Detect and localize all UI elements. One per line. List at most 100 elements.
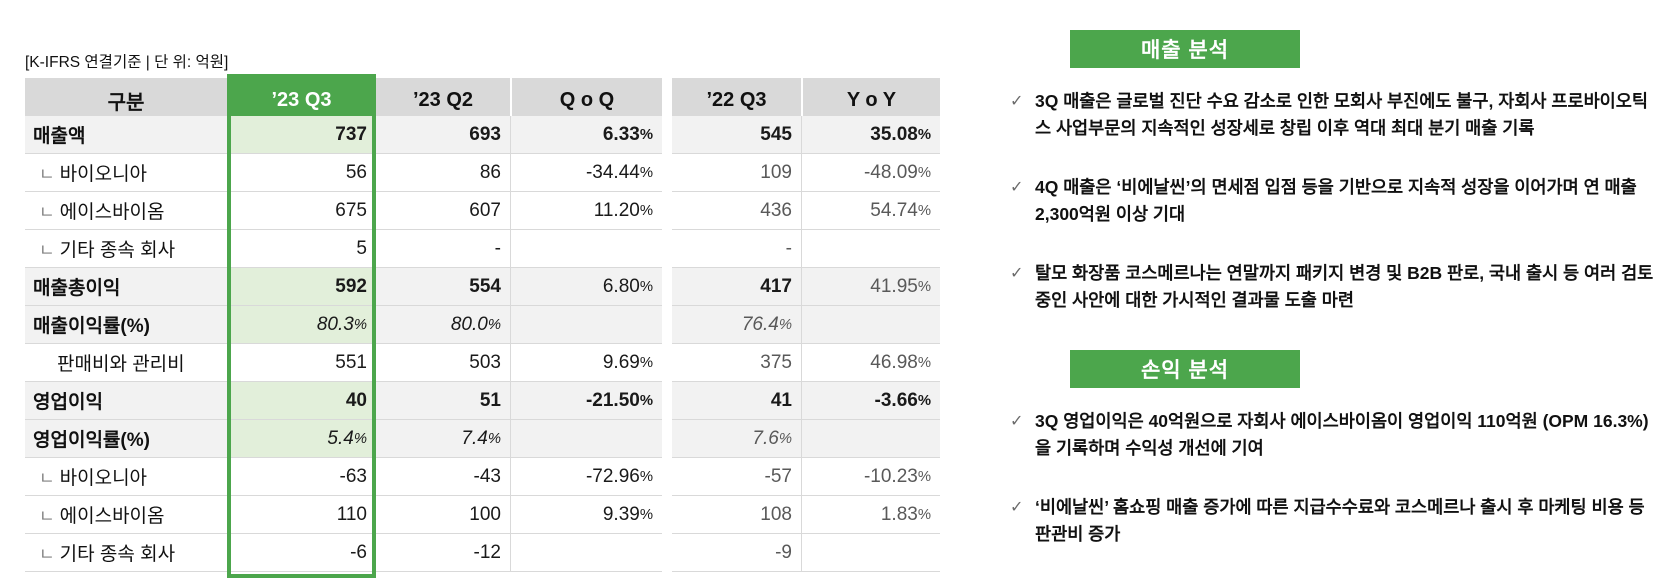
table-gap — [662, 192, 672, 230]
table-cell — [801, 230, 940, 268]
column-header: Y o Y — [801, 78, 940, 122]
table-cell: -43 — [376, 458, 510, 496]
table-gap — [662, 154, 672, 192]
table-cell: -10.23% — [801, 458, 940, 496]
analysis-bullet: ✓ 3Q 영업이익은 40억원으로 자회사 에이스바이옴이 영업이익 110억원 … — [1010, 408, 1655, 462]
sub-row-prefix: ㄴ — [39, 507, 55, 526]
table-cell: 40 — [227, 382, 376, 420]
row-label: ㄴ 에이스바이옴 — [25, 496, 227, 534]
sub-row-prefix: ㄴ — [39, 203, 55, 222]
panel-title-revenue: 매출 분석 — [1070, 30, 1300, 68]
table-gap — [662, 458, 672, 496]
table-gap — [662, 420, 672, 458]
table-cell — [510, 230, 662, 268]
table-cell: 46.98% — [801, 344, 940, 382]
analysis-bullet: ✓ 4Q 매출은 ‘비에날씬’의 면세점 입점 등을 기반으로 지속적 성장을 이… — [1010, 174, 1655, 228]
table-gap — [662, 496, 672, 534]
table-cell: 545 — [672, 116, 801, 154]
profit-analysis-panel: 손익 분석 ✓ 3Q 영업이익은 40억원으로 자회사 에이스바이옴이 영업이익 … — [1010, 350, 1655, 580]
table-cell: 5.4% — [227, 420, 376, 458]
table-cell: -12 — [376, 534, 510, 572]
table-gap — [662, 306, 672, 344]
table-cell: 41 — [672, 382, 801, 420]
table-cell: - — [376, 230, 510, 268]
row-label: 영업이익 — [25, 382, 227, 420]
row-label: ㄴ 기타 종속 회사 — [25, 230, 227, 268]
row-label: 판매비와 관리비 — [25, 344, 227, 382]
table-cell: -9 — [672, 534, 801, 572]
table-cell: 109 — [672, 154, 801, 192]
table-cell: 6.33% — [510, 116, 662, 154]
row-label: ㄴ 기타 종속 회사 — [25, 534, 227, 572]
table-cell: 86 — [376, 154, 510, 192]
bullet-text: 3Q 매출은 글로벌 진단 수요 감소로 인한 모회사 부진에도 불구, 자회사… — [1035, 91, 1648, 138]
table-cell: -48.09% — [801, 154, 940, 192]
financial-table: 구분 ’23 Q3’23 Q2 Q o Q ’22 Q3 Y o Y 매출액 737 693 6… — [25, 74, 940, 578]
table-cell: -57 — [672, 458, 801, 496]
row-label: 영업이익률(%) — [25, 420, 227, 458]
table-cell: 9.39% — [510, 496, 662, 534]
column-header: ’23 Q2 — [376, 78, 510, 122]
table-cell — [801, 420, 940, 458]
analysis-bullet: ✓ 탈모 화장품 코스메르나는 연말까지 패키지 변경 및 B2B 판로, 국내 … — [1010, 260, 1655, 314]
analysis-bullet: ✓ ‘비에날씬’ 홈쇼핑 매출 증가에 따른 지급수수료와 코스메르나 출시 후 … — [1010, 494, 1655, 548]
table-cell: 554 — [376, 268, 510, 306]
table-cell — [801, 534, 940, 572]
table-cell: 100 — [376, 496, 510, 534]
table-cell: 41.95% — [801, 268, 940, 306]
table-cell: 693 — [376, 116, 510, 154]
table-cell: 7.6% — [672, 420, 801, 458]
table-cell: 375 — [672, 344, 801, 382]
table-cell: 80.3% — [227, 306, 376, 344]
column-header: ’22 Q3 — [672, 78, 801, 122]
bullet-text: 3Q 영업이익은 40억원으로 자회사 에이스바이옴이 영업이익 110억원 (… — [1035, 411, 1649, 458]
table-cell: -21.50% — [510, 382, 662, 420]
table-gap — [662, 344, 672, 382]
table-cell: 11.20% — [510, 192, 662, 230]
check-icon: ✓ — [1010, 93, 1024, 110]
row-label: 매출총이익 — [25, 268, 227, 306]
table-gap — [662, 534, 672, 572]
table-cell: 108 — [672, 496, 801, 534]
row-label: ㄴ 바이오니아 — [25, 458, 227, 496]
table-cell: 417 — [672, 268, 801, 306]
table-gap — [662, 116, 672, 154]
header-gap — [662, 78, 672, 122]
analysis-bullet: ✓ 3Q 매출은 글로벌 진단 수요 감소로 인한 모회사 부진에도 불구, 자회… — [1010, 88, 1655, 142]
table-cell: -6 — [227, 534, 376, 572]
revenue-bullet-list: ✓ 3Q 매출은 글로벌 진단 수요 감소로 인한 모회사 부진에도 불구, 자회… — [1010, 68, 1655, 314]
table-cell — [510, 306, 662, 344]
table-cell: -3.66% — [801, 382, 940, 420]
row-label: ㄴ 바이오니아 — [25, 154, 227, 192]
table-cell: 607 — [376, 192, 510, 230]
table-cell: 592 — [227, 268, 376, 306]
sub-row-prefix: ㄴ — [39, 469, 55, 488]
check-icon: ✓ — [1010, 499, 1024, 516]
table-cell: 110 — [227, 496, 376, 534]
table-gap — [662, 382, 672, 420]
table-cell: - — [672, 230, 801, 268]
table-cell: 76.4% — [672, 306, 801, 344]
table-cell: 1.83% — [801, 496, 940, 534]
table-cell: 436 — [672, 192, 801, 230]
table-caption: [K-IFRS 연결기준 | 단 위: 억원] — [25, 54, 229, 71]
sub-row-prefix: ㄴ — [39, 165, 55, 184]
table-cell: 675 — [227, 192, 376, 230]
check-icon: ✓ — [1010, 179, 1024, 196]
table-cell: 7.4% — [376, 420, 510, 458]
table-cell: 9.69% — [510, 344, 662, 382]
table-cell: 5 — [227, 230, 376, 268]
table-cell: 737 — [227, 116, 376, 154]
sub-row-prefix: ㄴ — [39, 241, 55, 260]
column-header: ’23 Q3 — [227, 78, 376, 122]
column-header: 구분 — [25, 78, 227, 122]
bullet-text: 탈모 화장품 코스메르나는 연말까지 패키지 변경 및 B2B 판로, 국내 출… — [1035, 263, 1654, 310]
check-icon: ✓ — [1010, 413, 1024, 430]
table-cell: 35.08% — [801, 116, 940, 154]
row-label: 매출이익률(%) — [25, 306, 227, 344]
row-label: 매출액 — [25, 116, 227, 154]
table-cell: 80.0% — [376, 306, 510, 344]
check-icon: ✓ — [1010, 265, 1024, 282]
table-gap — [662, 268, 672, 306]
table-cell: -34.44% — [510, 154, 662, 192]
